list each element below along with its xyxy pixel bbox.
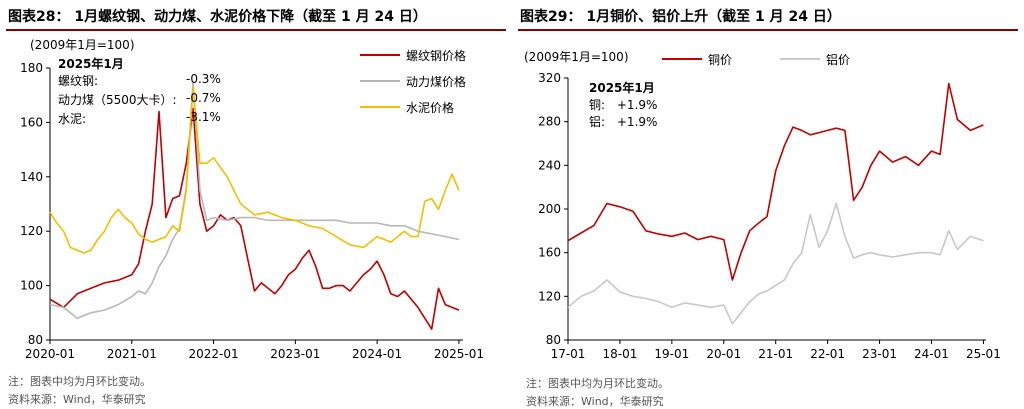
y-tick-label: 100 <box>20 279 43 293</box>
annotation-row: 铝: +1.9% <box>589 113 657 130</box>
annotation-value: -3.1% <box>186 110 221 124</box>
annotation-value: +1.9% <box>616 115 658 129</box>
legend-item-copper: 铜价 <box>662 46 732 72</box>
legend-label: 水泥价格 <box>406 100 455 115</box>
annotation-value: +1.9% <box>616 98 658 112</box>
series-line-1 <box>567 202 984 325</box>
annotation-heading: 2025年1月 <box>58 57 124 71</box>
series-line-1 <box>49 80 460 320</box>
annotation-row: 铜: +1.9% <box>589 96 657 113</box>
chart-note: 注：图表中均为月环比变动。 <box>8 375 151 388</box>
x-tick-label: 19-01 <box>654 347 689 361</box>
x-tick-label: 2025-01 <box>434 347 484 361</box>
legend-item-cement: 水泥价格 <box>360 94 466 120</box>
chart-source: 资料来源：Wind，华泰研究 <box>526 395 664 408</box>
annotation-label: 水泥: <box>58 112 87 126</box>
annotation-label: 铜: <box>589 98 606 112</box>
annotation-box: 2025年1月 铜: +1.9% 铝: +1.9% <box>589 79 657 130</box>
x-tick-label: 20-01 <box>706 347 741 361</box>
chart-legend: 螺纹钢价格 动力煤价格 水泥价格 <box>360 42 466 120</box>
x-tick-label: 2022-01 <box>188 347 238 361</box>
y-tick-label: 160 <box>20 115 43 129</box>
legend-item-steel: 螺纹钢价格 <box>360 42 466 68</box>
x-tick-label: 2020-01 <box>25 347 75 361</box>
series-line-0 <box>567 82 984 281</box>
chart-panel-steel-coal-cement: 图表28： 1月螺纹钢、动力煤、水泥价格下降（截至 1 月 24 日） (200… <box>6 9 506 406</box>
legend-swatch <box>662 58 702 60</box>
annotation-row: 水泥: -3.1% <box>58 110 221 129</box>
series-line-2 <box>49 86 460 254</box>
x-tick-label: 18-01 <box>602 347 637 361</box>
y-tick-label: 240 <box>538 158 561 172</box>
annotation-row: 螺纹钢: -0.3% <box>58 72 221 91</box>
annotation-label: 动力煤（5500大卡）: <box>58 93 177 107</box>
chart-plot-area: 80 100 120 140 160 180 2020-01 2021-01 2022-01 20… <box>20 61 484 361</box>
y-tick-label: 80 <box>546 333 561 347</box>
x-tick-label: 24-01 <box>914 347 949 361</box>
y-tick-label: 140 <box>20 170 43 184</box>
legend-swatch <box>360 54 400 56</box>
y-tick-label: 200 <box>538 202 561 216</box>
y-tick-label: 160 <box>538 246 561 260</box>
chart-plot-area: 80 120 160 200 240 280 320 17-01 18-01 19-01 20-01… <box>538 71 1001 361</box>
legend-swatch <box>360 106 400 108</box>
chart-title: 图表28： 1月螺纹钢、动力煤、水泥价格下降（截至 1 月 24 日） <box>8 9 427 25</box>
x-tick-label: 23-01 <box>862 347 897 361</box>
x-tick-label: 2023-01 <box>270 347 320 361</box>
annotation-heading: 2025年1月 <box>589 81 655 95</box>
legend-swatch <box>780 58 821 60</box>
x-tick-label: 21-01 <box>758 347 793 361</box>
chart-note: 注：图表中均为月环比变动。 <box>526 377 669 390</box>
chart-legend: 铜价 铝价 <box>662 46 850 72</box>
annotation-box: 2025年1月 螺纹钢: -0.3% 动力煤（5500大卡）: -0.7% 水泥… <box>58 55 221 129</box>
unit-label: (2009年1月=100) <box>30 38 135 52</box>
annotation-label: 螺纹钢: <box>58 74 99 88</box>
annotation-row: 动力煤（5500大卡）: -0.7% <box>58 91 221 110</box>
legend-swatch <box>360 80 400 82</box>
legend-label: 动力煤价格 <box>406 74 467 89</box>
y-tick-label: 280 <box>538 115 561 129</box>
y-tick-label: 120 <box>20 224 43 238</box>
chart-source: 资料来源：Wind，华泰研究 <box>8 393 146 406</box>
chart-title: 图表29： 1月铜价、铝价上升（截至 1 月 24 日） <box>520 9 841 25</box>
chart-panel-copper-aluminum: 图表29： 1月铜价、铝价上升（截至 1 月 24 日） (2009年1月=10… <box>512 0 1024 409</box>
x-tick-label: 17-01 <box>551 347 586 361</box>
legend-item-coal: 动力煤价格 <box>360 68 466 94</box>
annotation-label: 铝: <box>589 115 606 129</box>
y-tick-label: 120 <box>538 289 561 303</box>
annotation-value: -0.3% <box>186 72 221 86</box>
x-tick-label: 22-01 <box>810 347 845 361</box>
legend-label: 铝价 <box>826 52 851 67</box>
annotation-value: -0.7% <box>186 91 221 105</box>
y-tick-label: 180 <box>20 61 43 75</box>
y-tick-label: 80 <box>28 333 43 347</box>
legend-label: 铜价 <box>708 52 733 67</box>
x-tick-label: 2024-01 <box>352 347 402 361</box>
y-tick-label: 320 <box>538 71 561 85</box>
legend-label: 螺纹钢价格 <box>406 48 467 63</box>
x-tick-label: 2021-01 <box>107 347 157 361</box>
title-divider <box>6 29 506 31</box>
unit-label: (2009年1月=100) <box>524 50 629 64</box>
title-divider <box>518 29 1018 31</box>
x-tick-label: 25-01 <box>966 347 1001 361</box>
legend-item-aluminum: 铝价 <box>780 46 850 72</box>
series-line-0 <box>49 108 460 330</box>
